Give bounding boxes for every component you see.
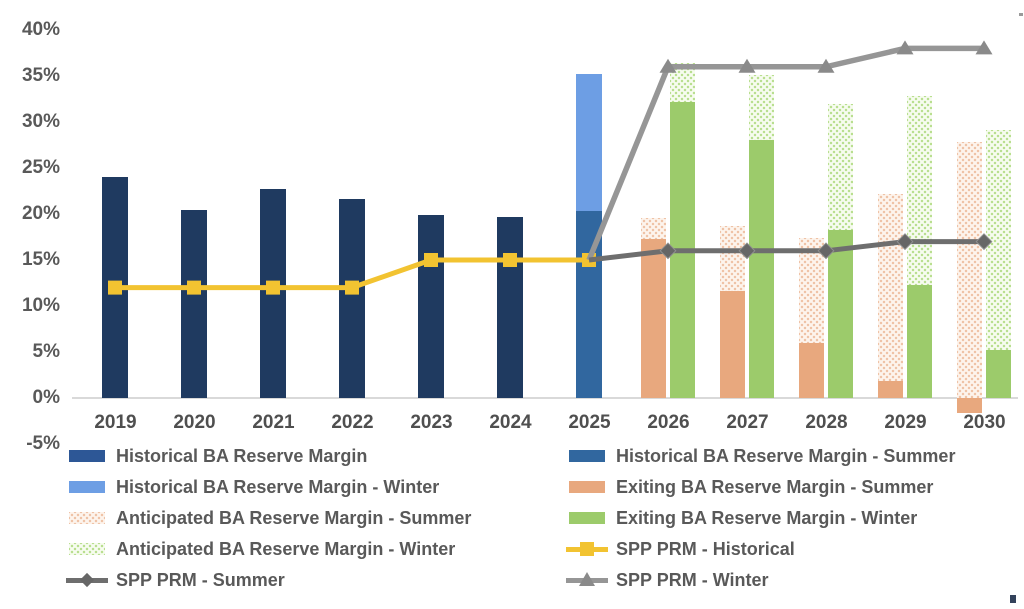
marker-triangle-2029 [896,40,914,55]
legend-item-historical-ba-reserve-margin-summer: Historical BA Reserve Margin - Summer [566,444,955,468]
marker-triangle-2030 [975,40,993,55]
legend-item-exiting-ba-reserve-margin-winter: Exiting BA Reserve Margin - Winter [566,506,917,530]
legend-item-spp-prm-summer: SPP PRM - Summer [66,568,285,592]
legend-swatch [569,450,605,462]
bar-anticipated-summer-2027 [720,225,745,292]
legend-swatch [69,450,105,462]
bar-anticipated-summer-2029 [878,193,903,382]
bar-historical-2022 [339,199,365,398]
legend-item-historical-ba-reserve-margin: Historical BA Reserve Margin [66,444,367,468]
square-marker-icon [580,542,594,556]
bar-anticipated-summer-2026 [641,217,666,239]
legend-label: Anticipated BA Reserve Margin - Summer [116,507,472,528]
legend-item-spp-prm-winter: SPP PRM - Winter [566,568,769,592]
bar-exiting-summer-2029 [878,381,903,398]
bar-exiting-summer-2028 [799,342,824,398]
stray-mark [1019,13,1023,16]
x-tick-label-2026: 2026 [647,412,690,433]
y-tick-label: 35% [21,65,60,86]
y-tick-label: 40% [21,19,60,40]
bar-exiting-summer-2027 [720,291,745,398]
diamond-marker-icon [79,572,95,588]
bar-historical-summer-2025 [576,211,602,398]
x-tick-label-2024: 2024 [489,412,532,433]
x-tick-label-2030: 2030 [963,412,1006,433]
y-tick-label: 30% [21,111,60,132]
x-tick-label-2029: 2029 [884,412,927,433]
x-tick-label-2028: 2028 [805,412,848,433]
x-tick-label-2022: 2022 [331,412,374,433]
x-tick-label-2023: 2023 [410,412,453,433]
x-tick-label-2019: 2019 [94,412,137,433]
legend-item-spp-prm-historical: SPP PRM - Historical [566,537,795,561]
y-tick-label: 15% [21,249,60,270]
legend-label: SPP PRM - Winter [616,569,769,590]
legend-label: Historical BA Reserve Margin - Summer [616,445,956,466]
bar-historical-2024 [497,216,523,398]
y-tick-label: 10% [21,295,60,316]
bar-historical-2020 [181,210,207,398]
bar-exiting-winter-2026 [670,101,695,398]
bar-historical-2019 [102,177,128,398]
bar-anticipated-winter-2027 [749,75,774,141]
legend-item-exiting-ba-reserve-margin-summer: Exiting BA Reserve Margin - Summer [566,475,933,499]
legend-line-icon [566,540,608,558]
bar-historical-2021 [260,189,286,398]
legend-label: SPP PRM - Historical [616,538,795,559]
bar-anticipated-winter-2029 [907,96,932,285]
x-tick-label-2025: 2025 [568,412,611,433]
x-tick-label-2021: 2021 [252,412,295,433]
bar-exiting-winter-2028 [828,229,853,398]
legend-swatch [569,481,605,493]
legend-label: Exiting BA Reserve Margin - Winter [616,507,918,528]
legend-label: Historical BA Reserve Margin [116,445,368,466]
triangle-marker-icon [579,572,595,586]
legend-label: SPP PRM - Summer [116,569,285,590]
legend-line-icon [66,571,108,589]
legend-swatch [69,481,105,493]
y-tick-label: 20% [21,203,60,224]
bar-anticipated-winter-2026 [670,63,695,102]
bar-exiting-winter-2029 [907,284,932,398]
bar-exiting-summer-2026 [641,238,666,398]
legend-swatch [569,512,605,524]
bar-anticipated-summer-2030 [957,142,982,398]
legend-item-anticipated-ba-reserve-margin-winter: Anticipated BA Reserve Margin - Winter [66,537,455,561]
x-axis-line [72,397,1018,399]
x-tick-label-2020: 2020 [173,412,216,433]
stray-mark [1010,595,1016,603]
bar-exiting-winter-2027 [749,140,774,398]
bar-anticipated-winter-2030 [986,130,1011,351]
legend-item-anticipated-ba-reserve-margin-summer: Anticipated BA Reserve Margin - Summer [66,506,471,530]
legend-swatch [69,512,105,524]
legend-label: Anticipated BA Reserve Margin - Winter [116,538,456,559]
legend-item-historical-ba-reserve-margin-winter: Historical BA Reserve Margin - Winter [66,475,439,499]
marker-triangle-2028 [817,58,835,73]
bar-anticipated-summer-2028 [799,237,824,343]
y-tick-label: 0% [32,387,60,408]
bar-anticipated-winter-2028 [828,103,853,230]
y-tick-label: -5% [26,433,60,454]
bar-historical-2023 [418,214,444,398]
bar-exiting-summer-2030 [957,398,982,413]
x-tick-label-2027: 2027 [726,412,769,433]
marker-triangle-2027 [738,58,756,73]
bar-exiting-winter-2030 [986,350,1011,398]
legend-swatch [69,543,105,555]
y-tick-label: 25% [21,157,60,178]
legend-label: Historical BA Reserve Margin - Winter [116,476,440,497]
bar-historical-winter-2025 [576,74,602,212]
y-tick-label: 5% [32,341,60,362]
legend-label: Exiting BA Reserve Margin - Summer [616,476,934,497]
legend-line-icon [566,571,608,589]
